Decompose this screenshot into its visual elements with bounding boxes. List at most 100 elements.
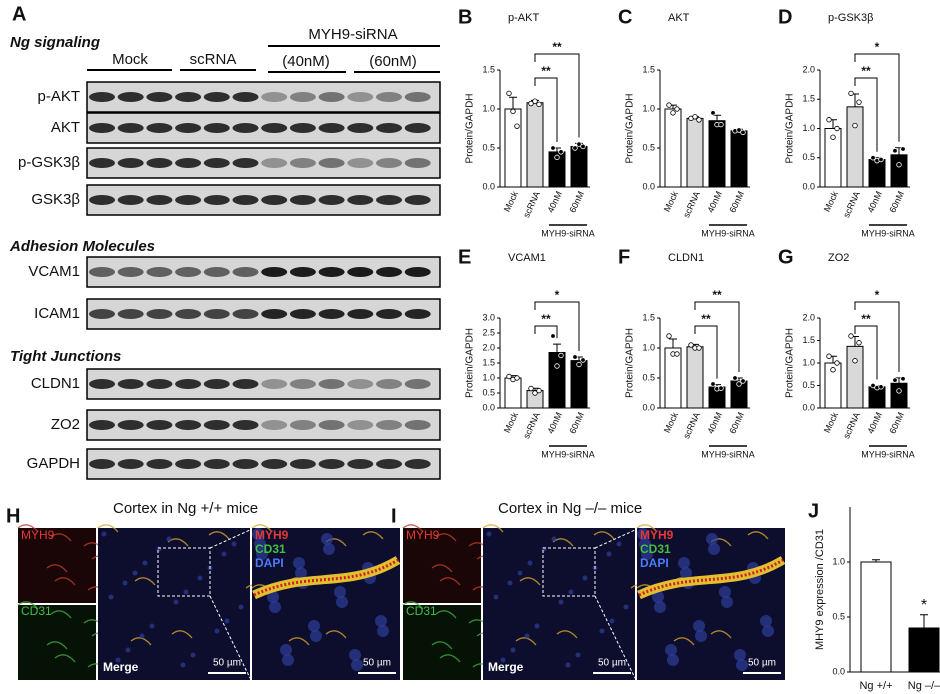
x-tick-label: 40nM bbox=[545, 411, 564, 436]
vessel bbox=[435, 533, 457, 542]
significance-label: ** bbox=[861, 64, 871, 78]
vessel bbox=[402, 601, 424, 610]
blot-band bbox=[117, 195, 144, 205]
error-bar bbox=[920, 614, 928, 628]
y-tick-label: 0.0 bbox=[802, 181, 815, 191]
nucleus bbox=[180, 662, 186, 668]
y-axis-label: Protein/GAPDH bbox=[785, 93, 796, 163]
error-bar bbox=[713, 114, 721, 121]
nucleus bbox=[122, 580, 128, 586]
vessel bbox=[519, 577, 541, 586]
blot-band bbox=[318, 195, 345, 205]
y-tick-label: 2.5 bbox=[482, 327, 495, 337]
significance-bracket bbox=[534, 325, 558, 339]
data-point bbox=[576, 141, 582, 147]
blot bbox=[86, 256, 441, 288]
group-label: MYH9-siRNA bbox=[861, 228, 915, 238]
data-point bbox=[826, 353, 832, 359]
data-point bbox=[870, 382, 876, 389]
blot-background bbox=[86, 81, 441, 113]
panel-letter: A bbox=[12, 3, 26, 25]
data-point bbox=[718, 121, 724, 128]
blot-label: p-GSK3β bbox=[18, 154, 80, 171]
nucleus bbox=[166, 536, 172, 542]
blot-band bbox=[318, 309, 345, 319]
blot-band bbox=[175, 158, 202, 168]
y-tick-label: 0.0 bbox=[832, 666, 845, 676]
data-point bbox=[506, 373, 512, 380]
blot-band bbox=[232, 195, 259, 205]
data-point bbox=[892, 377, 898, 383]
data-point bbox=[900, 146, 906, 152]
data-point bbox=[710, 110, 716, 116]
blot-band bbox=[289, 195, 316, 205]
lane-group-label: scRNA bbox=[190, 51, 237, 68]
blot-band bbox=[376, 195, 402, 205]
nucleus bbox=[238, 604, 244, 610]
y-tick-label: 0.5 bbox=[802, 380, 815, 390]
blot-band bbox=[175, 92, 202, 102]
blot bbox=[86, 81, 441, 113]
data-point bbox=[900, 376, 906, 382]
significance-bracket bbox=[854, 77, 878, 152]
blot bbox=[86, 184, 441, 216]
nucleus bbox=[173, 599, 179, 605]
vessel bbox=[710, 630, 732, 639]
panel-letter: I bbox=[391, 505, 397, 527]
nucleus bbox=[115, 657, 121, 663]
nucleus bbox=[156, 546, 162, 552]
nucleus bbox=[524, 633, 530, 639]
nucleus bbox=[323, 543, 335, 555]
data-point bbox=[830, 134, 836, 140]
panel-letter: B bbox=[458, 6, 472, 28]
vessel bbox=[97, 524, 119, 533]
data-point bbox=[740, 129, 746, 136]
data-point bbox=[532, 98, 538, 104]
data-point bbox=[896, 388, 902, 394]
channel-label: DAPI bbox=[255, 556, 284, 570]
zoom-box bbox=[542, 547, 596, 597]
lane-group-label: (40nM) bbox=[282, 53, 330, 70]
data-point bbox=[878, 384, 884, 390]
bar bbox=[526, 102, 544, 188]
blot-band bbox=[146, 195, 173, 205]
bar bbox=[730, 130, 748, 188]
blot-label: GAPDH bbox=[27, 455, 80, 472]
vessel bbox=[439, 654, 461, 663]
blot-band bbox=[289, 123, 316, 133]
y-tick-label: 3.0 bbox=[482, 312, 495, 322]
data-point bbox=[550, 145, 556, 151]
lane-group-label: MYH9-siRNA bbox=[308, 26, 397, 43]
significance-label: ** bbox=[541, 312, 551, 326]
x-tick-label: 40nM bbox=[865, 190, 884, 215]
data-point bbox=[550, 333, 556, 339]
data-point bbox=[506, 90, 512, 97]
data-point bbox=[834, 360, 840, 366]
blot-band bbox=[203, 459, 230, 469]
blot-band bbox=[175, 195, 202, 205]
blot-band bbox=[232, 267, 259, 277]
significance-bracket bbox=[534, 77, 558, 142]
x-tick-label: scRNA bbox=[521, 190, 542, 220]
data-point bbox=[554, 363, 560, 369]
y-axis-label: MHY9 expression /CD31 bbox=[814, 529, 826, 650]
blot-band bbox=[289, 92, 316, 102]
vessel bbox=[593, 531, 615, 540]
nucleus bbox=[706, 533, 718, 545]
section-title: Adhesion Molecules bbox=[9, 238, 155, 255]
y-axis-label: Protein/GAPDH bbox=[465, 328, 476, 398]
bar bbox=[686, 346, 704, 409]
x-tick-label: scRNA bbox=[681, 190, 702, 220]
blot-band bbox=[376, 123, 402, 133]
vessel bbox=[439, 577, 461, 586]
blot-band bbox=[232, 420, 259, 430]
bar bbox=[890, 382, 908, 409]
nucleus bbox=[623, 604, 629, 610]
blot-band bbox=[289, 420, 316, 430]
blot-label: CLDN1 bbox=[31, 375, 80, 392]
nucleus bbox=[541, 546, 547, 552]
vessel bbox=[556, 630, 578, 639]
nucleus bbox=[197, 575, 203, 581]
vessel bbox=[17, 601, 39, 610]
nucleus bbox=[377, 625, 389, 637]
